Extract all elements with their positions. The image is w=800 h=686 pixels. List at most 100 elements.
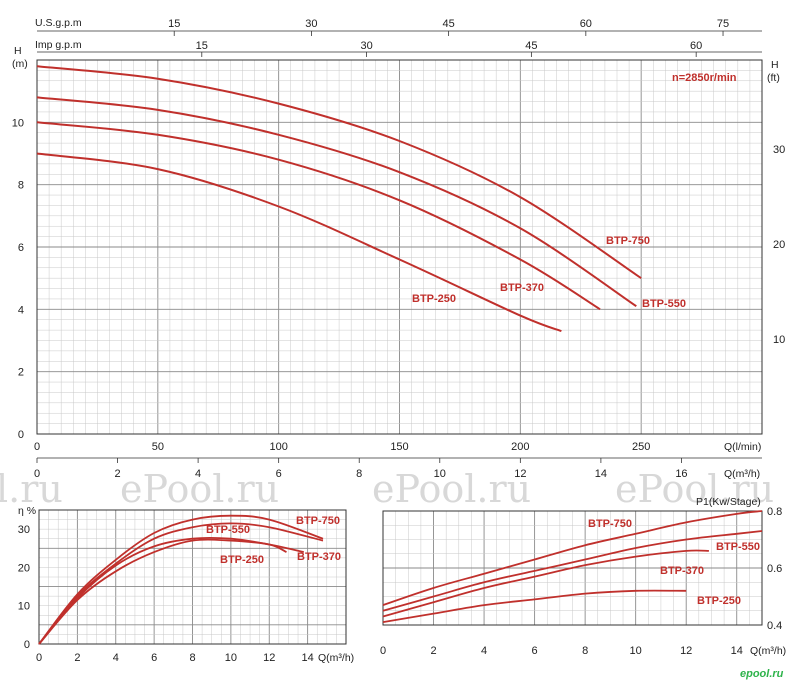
eff-x-label: Q(m³/h) [318,652,354,664]
impgpm-tick-label: 45 [525,40,537,52]
y2-axis-unit: (ft) [767,72,780,84]
m3h-tick-label: 6 [276,468,282,480]
watermark-text: ePool.ru [615,467,774,511]
watermark-text: l.ru [0,467,63,511]
x-tick-label: 0 [34,441,40,453]
epool-logo: epool.ru [740,668,784,680]
pow-curve-btp-750 [382,510,763,606]
m3h-tick-label: 0 [34,468,40,480]
x-tick-label: 150 [390,441,408,453]
m3h-axis-label: Q(m³/h) [724,468,760,480]
efficiency-chart: 0 10 20 30 η % 0 2 4 6 8 10 12 14 Q(m³/h) BTP-750 BTP-5… [18,505,354,664]
pow-x-tick: 10 [630,645,642,657]
eff-x-tick: 12 [263,652,275,664]
y2-axis-label: H [771,59,779,71]
pow-x-tick: 8 [582,645,588,657]
eff-x-tick: 8 [189,652,195,664]
usgpm-axis-label: U.S.g.p.m [35,17,82,29]
power-chart: 0.4 0.6 0.8 P1(Kw/Stage) 0 2 4 6 8 10 12 14 Q(m³/h) B… [380,496,786,657]
pow-label-btp-750: BTP-750 [588,518,632,530]
pow-curve-btp-550 [382,530,763,612]
pow-x-label: Q(m³/h) [750,645,786,657]
pow-curve-btp-370 [382,549,709,618]
impgpm-tick-label: 30 [360,40,372,52]
pow-x-tick: 14 [731,645,743,657]
y-tick-label: 2 [18,367,24,379]
y2-tick-label: 30 [773,144,785,156]
x-tick-label: 200 [511,441,529,453]
y2-tick-label: 20 [773,239,785,251]
x-axis-label: Q(l/min) [724,441,761,453]
impgpm-axis-label: Imp g.p.m [35,39,82,51]
pow-x-tick: 12 [680,645,692,657]
eff-label-btp-750: BTP-750 [296,515,340,527]
m3h-tick-label: 12 [514,468,526,480]
curve-btp-750 [36,65,642,280]
pow-x-tick: 4 [481,645,487,657]
curve-btp-250 [36,152,562,333]
plot-frame [36,59,763,435]
eff-y-tick: 0 [24,639,30,651]
usgpm-tick-label: 30 [305,18,317,30]
plot-frame [382,510,763,626]
y-axis-unit: (m) [12,58,28,70]
curve-btp-370 [36,121,601,311]
pow-y-tick: 0.4 [767,620,782,632]
pow-x-tick: 2 [430,645,436,657]
pow-curve-btp-250 [382,589,687,623]
pow-y-tick: 0.8 [767,506,782,518]
eff-label-btp-250: BTP-250 [220,554,264,566]
impgpm-tick-label: 15 [196,40,208,52]
m3h-tick-label: 16 [675,468,687,480]
y-tick-label: 6 [18,242,24,254]
y-tick-label: 4 [18,304,24,316]
eff-label-btp-370: BTP-370 [297,551,341,563]
pow-y-tick: 0.6 [767,563,782,575]
y-tick-label: 8 [18,180,24,192]
eff-x-tick: 2 [74,652,80,664]
watermark-text: ePool.ru [120,467,279,511]
curve-label-btp-250: BTP-250 [412,293,456,305]
x-tick-label: 50 [152,441,164,453]
x-tick-label: 250 [632,441,650,453]
watermark-text: ePool.ru [372,467,531,511]
eff-curve-btp-750 [38,514,324,645]
pow-x-tick: 6 [532,645,538,657]
eff-x-tick: 0 [36,652,42,664]
m3h-tick-label: 14 [595,468,607,480]
eff-y-label: η % [18,505,36,517]
eff-y-tick: 20 [18,562,30,574]
y2-tick-label: 10 [773,334,785,346]
pow-x-tick: 0 [380,645,386,657]
curve-btp-550 [36,96,637,308]
eff-x-tick: 10 [225,652,237,664]
m3h-tick-label: 4 [195,468,201,480]
eff-curve-btp-550 [38,522,324,645]
eff-x-tick: 14 [302,652,314,664]
pow-label-btp-250: BTP-250 [697,595,741,607]
curve-label-btp-370: BTP-370 [500,282,544,294]
eff-curve-btp-250 [38,538,287,645]
y-tick-label: 0 [18,429,24,441]
plot-frame [38,509,347,645]
pow-label-btp-550: BTP-550 [716,541,760,553]
eff-x-tick: 6 [151,652,157,664]
usgpm-tick-label: 60 [580,18,592,30]
usgpm-tick-label: 75 [717,18,729,30]
watermark-layer: l.ru ePool.ru ePool.ru ePool.ru [0,467,774,511]
pow-y-label: P1(Kw/Stage) [696,496,761,508]
impgpm-tick-label: 60 [690,40,702,52]
curve-label-btp-750: BTP-750 [606,235,650,247]
m3h-tick-label: 8 [356,468,362,480]
eff-y-tick: 30 [18,524,30,536]
usgpm-tick-label: 15 [168,18,180,30]
m3h-tick-label: 10 [434,468,446,480]
y-axis-label: H [14,45,22,57]
eff-curve-btp-370 [38,536,304,645]
y-tick-label: 10 [12,117,24,129]
m3h-tick-label: 2 [114,468,120,480]
speed-note: n=2850r/min [672,72,737,84]
x-tick-label: 100 [269,441,287,453]
